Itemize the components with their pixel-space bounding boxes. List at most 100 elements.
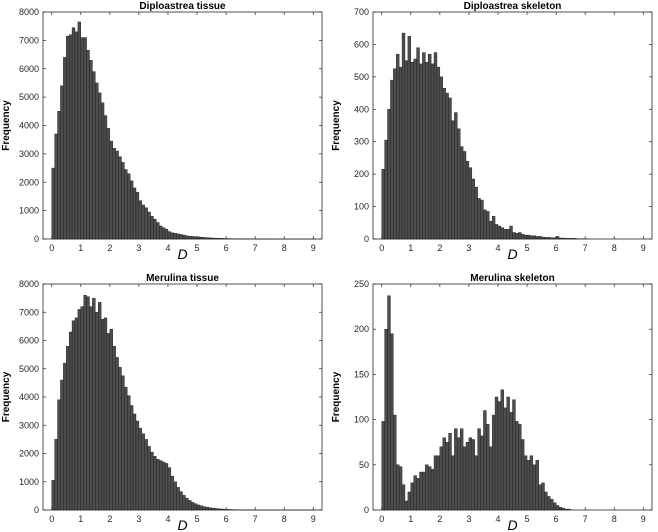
merulina-skeleton-bar <box>544 491 548 511</box>
diploastrea-skeleton-bar <box>483 209 487 240</box>
diploastrea-tissue-ytick-label: 4000 <box>19 121 39 131</box>
merulina-skeleton-bar <box>512 399 516 511</box>
merulina-skeleton-bar <box>442 437 446 511</box>
diploastrea-skeleton-ytick-label: 500 <box>354 72 369 82</box>
merulina-tissue-bar <box>179 491 183 511</box>
merulina-tissue-bar <box>164 463 169 511</box>
diploastrea-tissue-bar <box>77 21 81 240</box>
diploastrea-tissue-xtick-label: 4 <box>165 243 170 253</box>
diploastrea-skeleton-bars <box>381 32 589 240</box>
diploastrea-skeleton-ylabel: Frequency <box>331 100 342 151</box>
diploastrea-tissue-bar <box>71 27 76 240</box>
diploastrea-tissue-bar <box>159 225 163 240</box>
diploastrea-skeleton-bar <box>468 167 473 240</box>
merulina-skeleton-bar <box>515 421 519 511</box>
merulina-skeleton-bar <box>410 482 414 511</box>
merulina-tissue-bar <box>153 456 157 511</box>
merulina-skeleton-xtick-label: 2 <box>437 514 442 524</box>
merulina-skeleton-ytick-label: 0 <box>364 505 369 515</box>
merulina-skeleton-bar <box>384 329 388 511</box>
merulina-tissue-bar <box>193 503 198 511</box>
merulina-skeleton-bar <box>555 505 560 511</box>
merulina-tissue-xtick-label: 8 <box>282 514 287 524</box>
diploastrea-tissue-xtick-label: 7 <box>253 243 258 253</box>
diploastrea-skeleton-bar <box>489 220 493 240</box>
merulina-skeleton-bar <box>416 478 420 511</box>
diploastrea-tissue-xlabel: D <box>177 246 187 262</box>
diploastrea-skeleton-bar <box>477 198 481 240</box>
merulina-tissue-xlabel: D <box>177 517 187 532</box>
merulina-tissue-bar <box>63 362 67 511</box>
merulina-tissue-bar <box>103 317 108 511</box>
merulina-skeleton-bar <box>407 491 411 511</box>
diploastrea-skeleton-ytick-label: 200 <box>354 169 369 179</box>
diploastrea-skeleton-bar <box>486 211 490 240</box>
diploastrea-tissue-bar <box>150 216 154 240</box>
merulina-skeleton-xtick-label: 5 <box>525 514 530 524</box>
merulina-tissue-bar <box>77 309 81 511</box>
merulina-skeleton-ytick-label: 50 <box>359 460 369 470</box>
diploastrea-skeleton-bar <box>407 36 411 240</box>
diploastrea-tissue-xtick-label: 8 <box>282 243 287 253</box>
diploastrea-skeleton-ytick-label: 700 <box>354 7 369 17</box>
diploastrea-tissue-bar <box>167 231 172 240</box>
merulina-tissue-bar <box>112 345 116 511</box>
merulina-tissue-bar <box>89 306 93 511</box>
merulina-tissue-title: Merulina tissue <box>146 273 219 284</box>
diploastrea-tissue-ytick-label: 6000 <box>19 64 39 74</box>
diploastrea-tissue-bar <box>115 150 119 240</box>
diploastrea-skeleton-bar <box>404 60 409 240</box>
diploastrea-skeleton-bar <box>442 88 446 240</box>
diploastrea-skeleton-bar <box>390 79 394 240</box>
diploastrea-tissue-xtick-label: 9 <box>311 243 316 253</box>
merulina-tissue-bar <box>109 329 113 511</box>
merulina-skeleton-xtick-label: 1 <box>408 514 413 524</box>
diploastrea-skeleton-xtick-label: 6 <box>554 243 559 253</box>
merulina-tissue-bar <box>144 439 148 511</box>
merulina-tissue-bar <box>121 375 125 511</box>
merulina-tissue-ytick-label: 4000 <box>19 392 39 402</box>
merulina-tissue-bar <box>182 495 186 511</box>
merulina-tissue-bar <box>167 467 172 511</box>
diploastrea-tissue-ytick-label: 5000 <box>19 92 39 102</box>
merulina-skeleton-xtick-label: 8 <box>612 514 617 524</box>
diploastrea-skeleton-bar <box>465 160 470 240</box>
merulina-skeleton-bar <box>398 466 403 511</box>
diploastrea-tissue-xtick-label: 0 <box>49 243 54 253</box>
merulina-skeleton-xtick-label: 6 <box>554 514 559 524</box>
diploastrea-tissue-bar <box>80 37 84 240</box>
diploastrea-skeleton-bar <box>506 229 510 240</box>
merulina-skeleton-bar <box>381 421 385 511</box>
diploastrea-tissue-bar <box>124 169 128 240</box>
merulina-tissue-bar <box>98 302 102 511</box>
diploastrea-skeleton-bar <box>393 68 397 240</box>
diploastrea-skeleton-xtick-label: 4 <box>495 243 500 253</box>
diploastrea-skeleton-bar <box>503 229 507 240</box>
merulina-skeleton-bar <box>526 460 531 511</box>
merulina-tissue-bar <box>74 317 79 511</box>
merulina-tissue-bar <box>185 497 189 511</box>
diploastrea-tissue-bar <box>132 187 137 240</box>
diploastrea-tissue-title: Diploastrea tissue <box>139 1 226 12</box>
merulina-skeleton-bar <box>500 389 504 511</box>
merulina-skeleton-bar <box>552 502 557 511</box>
diploastrea-skeleton-title: Diploastrea skeleton <box>464 1 562 12</box>
merulina-tissue-bar <box>138 427 143 511</box>
merulina-skeleton-axes-frame <box>372 283 653 511</box>
merulina-skeleton-bar <box>454 428 458 511</box>
merulina-tissue-bar <box>159 460 163 511</box>
merulina-skeleton-bar <box>518 423 522 511</box>
merulina-skeleton-bar <box>413 475 417 511</box>
merulina-tissue-bars <box>51 295 317 511</box>
merulina-tissue-bar <box>80 306 84 511</box>
diploastrea-skeleton-bar <box>494 224 499 240</box>
merulina-tissue-ytick-label: 1000 <box>19 477 39 487</box>
merulina-tissue-bar <box>86 296 90 511</box>
diploastrea-skeleton-bar <box>471 178 475 240</box>
diploastrea-skeleton-bar <box>454 112 458 240</box>
merulina-tissue-bar <box>71 320 76 511</box>
diploastrea-tissue-bar <box>121 162 125 240</box>
diploastrea-skeleton-bar <box>410 62 414 240</box>
diploastrea-tissue-bar <box>141 204 145 240</box>
diploastrea-tissue-bar <box>170 232 174 240</box>
